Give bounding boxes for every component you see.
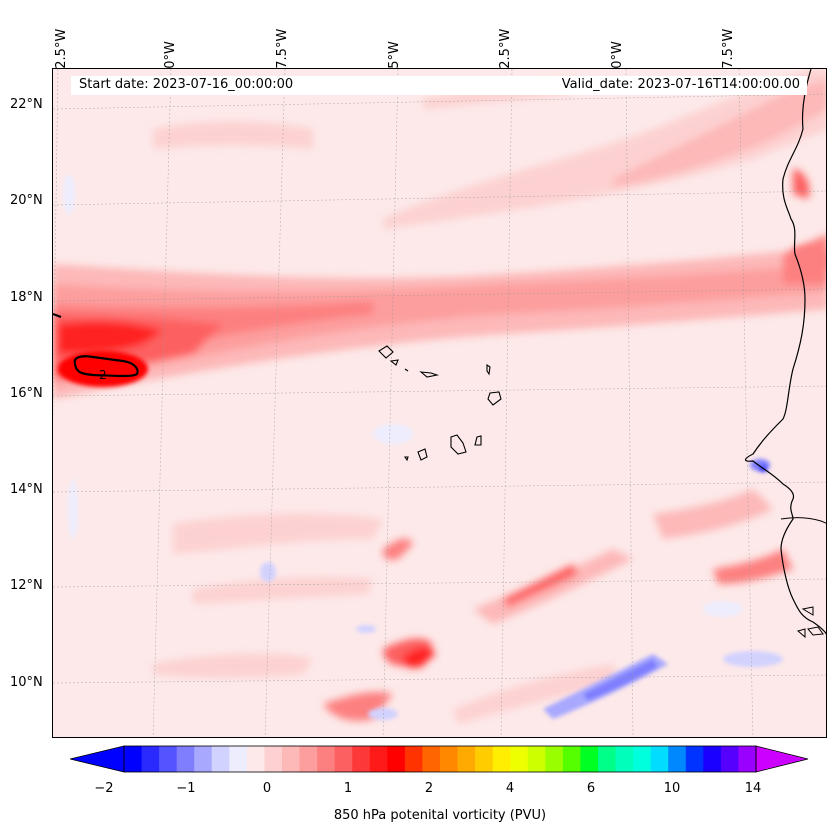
colorbar-cell [387,746,406,772]
colorbar-cell [633,746,652,772]
colorbar-tick: 2 [424,781,434,796]
colorbar-cell [334,746,353,772]
colorbar-cell [545,746,564,772]
colorbar-cell [527,746,546,772]
colorbar-cell [194,746,213,772]
colorbar-cell [580,746,599,772]
colorbar-cell [317,746,336,772]
coastline-west-africa [744,69,826,635]
lat-label-22n: 22°N [10,97,43,112]
colorbar-cell [475,746,494,772]
colorbar-cell [229,746,248,772]
pv-blobs-south [153,169,826,724]
pv-background [53,69,826,737]
colorbar-cell [352,746,371,772]
pv-field-map: 2 [53,69,826,737]
colorbar-tick: −1 [176,781,196,796]
colorbar-cell [299,746,318,772]
colorbar-cell [562,746,581,772]
colorbar-outline [123,745,757,773]
start-date-label: Start date: 2023-07-16_00:00:00 [79,77,294,92]
colorbar-cell [457,746,476,772]
colorbar-cell [282,746,301,772]
lat-label-14n: 14°N [10,482,43,497]
colorbar [70,745,809,773]
lat-label-18n: 18°N [10,290,43,305]
colorbar-cell [124,746,143,772]
colorbar-cell [598,746,617,772]
colorbar-cell [369,746,388,772]
map-panel[interactable]: 2 [52,68,827,738]
colorbar-cell [492,746,511,772]
cape-verde-islands [378,345,502,462]
lat-label-10n: 10°N [10,675,43,690]
graticule [53,69,826,737]
pv-maximum-west [58,351,148,387]
colorbar-tick: 10 [663,781,681,796]
contour-label: 2 [99,368,107,382]
valid-date-label: Valid_date: 2023-07-16T14:00:00.00 [561,77,800,92]
colorbar-cell [211,746,230,772]
colorbar-cell [668,746,687,772]
colorbar-tick: 6 [586,781,596,796]
colorbar-tick: 14 [744,781,762,796]
colorbar-label: 850 hPa potenital vorticity (PVU) [333,808,547,823]
colorbar-cell [440,746,459,772]
colorbar-cell [159,746,178,772]
colorbar-cell [141,746,160,772]
colorbar-over-arrow [755,745,809,773]
colorbar-tick: 1 [343,781,353,796]
colorbar-tick: −2 [94,781,114,796]
contour-2pvu [73,355,139,378]
lat-label-16n: 16°N [10,386,43,401]
colorbar-tick: 0 [262,781,272,796]
colorbar-cell [510,746,529,772]
colorbar-tick: 4 [505,781,515,796]
colorbar-cell [703,746,722,772]
colorbar-cell [176,746,195,772]
colorbar-cell [615,746,634,772]
colorbar-cell [720,746,739,772]
colorbar-cell [264,746,283,772]
coastline-gambia [780,517,826,524]
colorbar-cell [246,746,265,772]
coastal-islands [53,312,824,639]
date-info-bar: Start date: 2023-07-16_00:00:00 Valid_da… [71,76,807,95]
colorbar-cell [422,746,441,772]
colorbar-cell [404,746,423,772]
pv-negative-areas [63,174,783,720]
colorbar-under-arrow [70,745,125,773]
colorbar-cell [685,746,704,772]
colorbar-cell [738,746,757,772]
lat-label-12n: 12°N [10,578,43,593]
colorbar-cell [650,746,669,772]
lat-label-20n: 20°N [10,193,43,208]
